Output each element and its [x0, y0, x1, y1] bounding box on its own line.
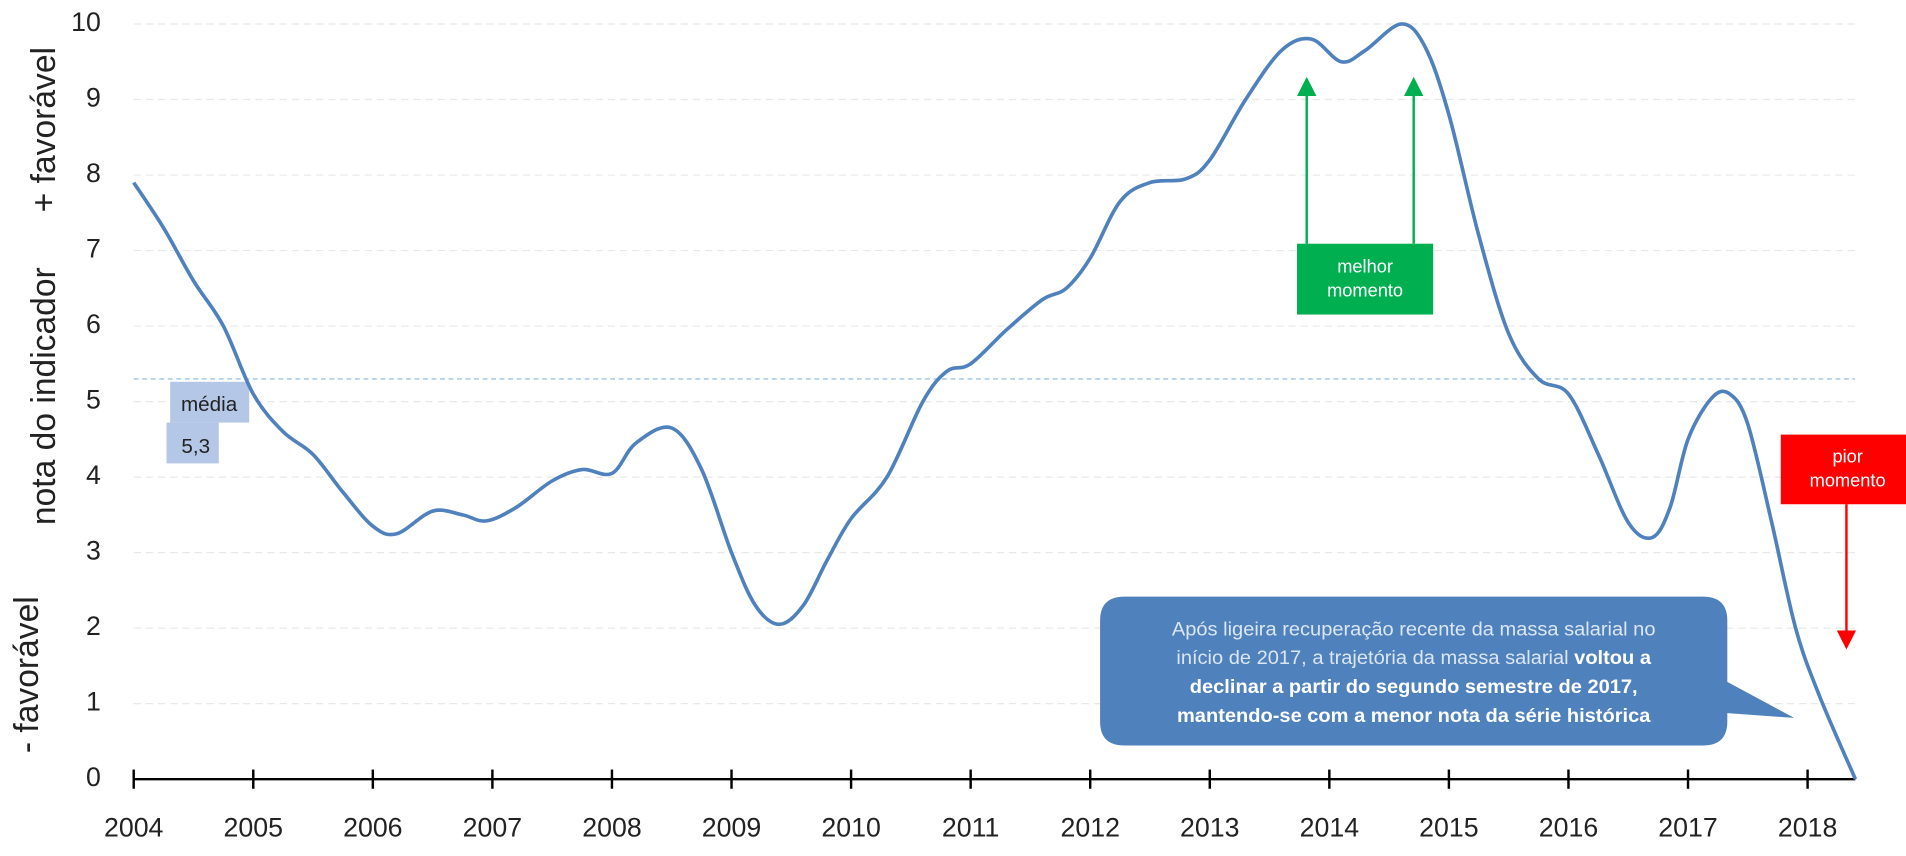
mean-value-box [166, 422, 219, 464]
best-box [1297, 243, 1434, 315]
x-tick-label: 2011 [942, 813, 999, 843]
callout-box [1100, 596, 1795, 746]
x-tick-label: 2008 [582, 813, 641, 843]
y-tick-label: 3 [86, 536, 101, 566]
callout-text-bold: mantendo-se com a menor nota da série hi… [1177, 705, 1651, 727]
callout-text: início de 2017, a trajetória da massa sa… [1176, 647, 1652, 669]
y-tick-label: 2 [86, 611, 101, 641]
callout-text: início de 2017, a trajetória da massa sa… [1176, 647, 1568, 669]
y-tick-label: 10 [71, 7, 101, 37]
x-tick-label: 2015 [1419, 813, 1478, 843]
y-tick-label: 7 [86, 234, 101, 264]
worst-box [1780, 434, 1906, 505]
y-tick-label: 6 [86, 309, 101, 339]
x-tick-label: 2017 [1658, 813, 1717, 843]
mean-value-label: 5,3 [181, 435, 210, 458]
x-tick-label: 2007 [463, 813, 522, 843]
label-line: momento [1327, 281, 1403, 301]
mean-label: média [181, 393, 238, 416]
x-tick-label: 2012 [1060, 813, 1119, 843]
label-line: melhor [1337, 257, 1393, 277]
x-tick-label: 2009 [702, 813, 761, 843]
series-line [132, 22, 1858, 780]
best-label: melhor momento [1327, 257, 1403, 301]
x-tick-label: 2004 [104, 813, 163, 843]
callout-text-bold: voltou a [1574, 647, 1652, 669]
callout-text: Após ligeira recuperação recente da mass… [1172, 619, 1656, 641]
y-tick-label: 4 [86, 460, 101, 490]
label-line: pior [1832, 446, 1862, 466]
label-line: momento [1810, 470, 1886, 490]
x-tick-label: 2006 [343, 813, 402, 843]
y-tick-label: 9 [86, 83, 101, 113]
y-axis-label-bottom: - favorável [8, 596, 46, 753]
x-tick-label: 2013 [1180, 813, 1239, 843]
worst-label: pior momento [1810, 446, 1886, 490]
mean-box [170, 381, 250, 423]
x-tick-label: 2016 [1539, 813, 1598, 843]
y-axis-label-top: + favorável [25, 47, 63, 212]
x-tick-label: 2014 [1300, 813, 1359, 843]
y-axis-label: nota do indicador [25, 267, 63, 525]
x-tick-label: 2010 [821, 813, 880, 843]
y-tick-label: 5 [86, 385, 101, 415]
y-tick-label: 0 [86, 762, 101, 792]
y-tick-label: 1 [86, 687, 101, 717]
callout-text-bold: declinar a partir do segundo semestre de… [1190, 676, 1638, 698]
x-tick-label: 2005 [224, 813, 283, 843]
y-tick-label: 8 [86, 158, 101, 188]
x-tick-label: 2018 [1778, 813, 1837, 843]
